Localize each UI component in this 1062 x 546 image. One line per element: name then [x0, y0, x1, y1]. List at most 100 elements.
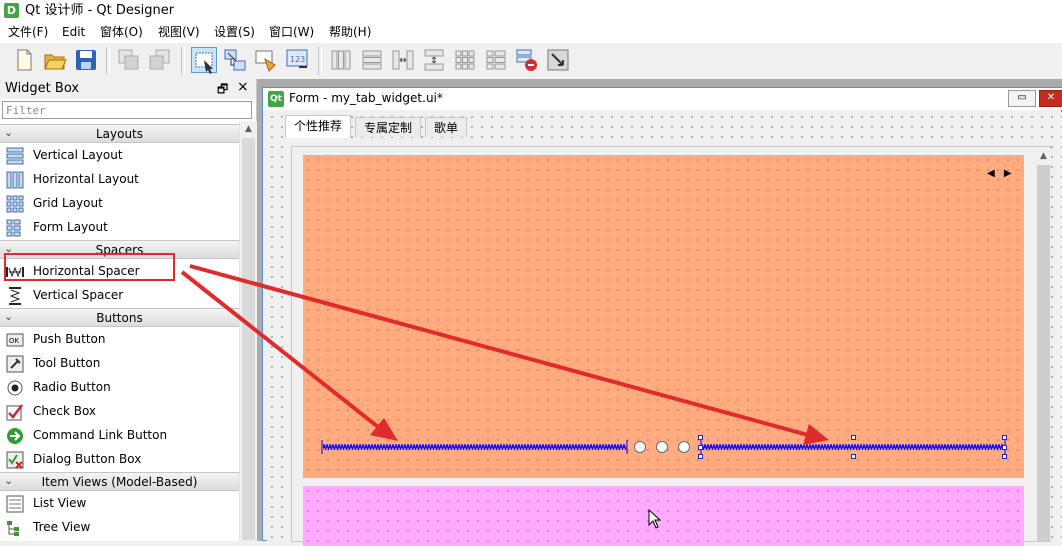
close-icon[interactable]: ✕ — [1039, 90, 1062, 107]
save-icon[interactable] — [73, 47, 99, 73]
widget-label: Grid Layout — [33, 196, 103, 210]
new-file-icon[interactable] — [11, 47, 37, 73]
pink-widget[interactable] — [303, 486, 1024, 546]
widget-vertical-spacer[interactable]: Vertical Spacer — [0, 284, 239, 308]
adjust-size-icon[interactable] — [545, 47, 571, 73]
form-canvas[interactable]: 个性推荐 专属定制 歌单 ◀ ▶ — [267, 112, 1062, 542]
edit-tab-order-icon[interactable]: 123 — [284, 47, 310, 73]
svg-text:OK: OK — [9, 337, 20, 345]
widget-radio-button[interactable]: Radio Button — [0, 376, 239, 400]
widget-box-scrollbar[interactable]: ▲ — [239, 121, 257, 541]
widget-label: Vertical Layout — [33, 148, 123, 162]
selection-handle[interactable] — [1002, 445, 1007, 450]
edit-buddies-icon[interactable] — [253, 47, 279, 73]
main-toolbar: 123 — [0, 43, 1062, 80]
layout-grid-icon[interactable] — [452, 47, 478, 73]
radio-button-1[interactable] — [634, 441, 646, 453]
tool-button-icon — [6, 355, 24, 373]
layout-vertical-icon[interactable] — [359, 47, 385, 73]
widget-vertical-layout[interactable]: Vertical Layout — [0, 144, 239, 168]
widget-tree-view[interactable]: Tree View — [0, 516, 239, 540]
left-horizontal-spacer[interactable] — [322, 440, 627, 454]
edit-widgets-icon[interactable] — [191, 47, 217, 73]
menu-settings[interactable]: 设置(S) — [214, 24, 255, 40]
float-panel-icon[interactable]: 🗗 — [217, 80, 228, 101]
category-item-views[interactable]: ⌄ Item Views (Model-Based) — [0, 472, 239, 491]
orange-stacked-widget[interactable]: ◀ ▶ — [303, 155, 1024, 478]
edit-signals-slots-icon[interactable] — [222, 47, 248, 73]
scroll-up-icon[interactable]: ▲ — [240, 121, 257, 137]
menu-form[interactable]: 窗体(O) — [100, 24, 143, 40]
push-button-icon: OK — [6, 331, 24, 349]
command-link-icon — [6, 427, 24, 445]
radio-button-3[interactable] — [678, 441, 690, 453]
menu-edit[interactable]: Edit — [62, 24, 85, 40]
scroll-area: ◀ ▶ — [294, 149, 1036, 541]
form-title: Form - my_tab_widget.ui* — [289, 91, 443, 105]
widget-command-link-button[interactable]: Command Link Button — [0, 424, 239, 448]
menu-window[interactable]: 窗口(W) — [269, 24, 314, 40]
copy-icon[interactable] — [147, 47, 173, 73]
layout-h-splitter-icon[interactable] — [390, 47, 416, 73]
scrollbar-thumb[interactable] — [242, 138, 255, 540]
widget-dialog-button-box[interactable]: Dialog Button Box — [0, 448, 239, 472]
widget-label: Horizontal Layout — [33, 172, 139, 186]
tab-personal-recommend[interactable]: 个性推荐 — [285, 115, 351, 138]
widget-horizontal-layout[interactable]: Horizontal Layout — [0, 168, 239, 192]
widget-label: Check Box — [33, 404, 96, 418]
right-horizontal-spacer[interactable] — [701, 440, 1005, 454]
form-title-bar[interactable]: Qt Form - my_tab_widget.ui* ▭ ✕ — [263, 88, 1062, 110]
widget-tool-button[interactable]: Tool Button — [0, 352, 239, 376]
layout-form-icon[interactable] — [483, 47, 509, 73]
form-window[interactable]: Qt Form - my_tab_widget.ui* ▭ ✕ 个性推荐 专属定… — [262, 87, 1062, 541]
category-label: Buttons — [0, 311, 239, 325]
widget-list-view[interactable]: List View — [0, 492, 239, 516]
menu-file[interactable]: 文件(F) — [8, 24, 48, 40]
widget-label: Vertical Spacer — [33, 288, 123, 302]
selection-handle[interactable] — [1002, 435, 1007, 440]
tab-page-frame: ◀ ▶ — [291, 146, 1051, 542]
open-folder-icon[interactable] — [42, 47, 68, 73]
menu-help[interactable]: 帮助(H) — [329, 24, 371, 40]
selection-handle[interactable] — [698, 454, 703, 459]
widget-grid-layout[interactable]: Grid Layout — [0, 192, 239, 216]
widget-box-title: Widget Box — [5, 81, 79, 96]
close-panel-icon[interactable]: × — [237, 79, 249, 95]
cut-icon[interactable] — [116, 47, 142, 73]
scrollbar-thumb[interactable] — [1037, 165, 1050, 541]
check-box-icon — [6, 403, 24, 421]
layout-v-splitter-icon[interactable] — [421, 47, 447, 73]
svg-text:123: 123 — [290, 55, 305, 64]
qt-form-icon: Qt — [268, 91, 284, 107]
widget-push-button[interactable]: OK Push Button — [0, 328, 239, 352]
widget-check-box[interactable]: Check Box — [0, 400, 239, 424]
selection-handle[interactable] — [851, 435, 856, 440]
category-buttons[interactable]: ⌄ Buttons — [0, 308, 239, 327]
widget-label: Tool Button — [33, 356, 100, 370]
selection-handle[interactable] — [1002, 454, 1007, 459]
stacked-widget-arrows[interactable]: ◀ ▶ — [987, 168, 1015, 179]
radio-button-icon — [6, 379, 24, 397]
minimize-icon[interactable]: ▭ — [1008, 90, 1036, 107]
selection-handle[interactable] — [698, 445, 703, 450]
selection-handle[interactable] — [698, 435, 703, 440]
layout-horizontal-icon[interactable] — [328, 47, 354, 73]
category-label: Item Views (Model-Based) — [0, 475, 239, 489]
app-title: Qt 设计师 - Qt Designer — [25, 2, 174, 19]
widget-label: Form Layout — [33, 220, 108, 234]
scroll-up-icon[interactable]: ▲ — [1036, 149, 1051, 164]
form-vertical-scrollbar[interactable]: ▲ — [1036, 149, 1051, 541]
qt-designer-icon: D — [4, 3, 19, 18]
tab-exclusive-custom[interactable]: 专属定制 — [355, 117, 421, 137]
radio-button-2[interactable] — [656, 441, 668, 453]
tab-playlist[interactable]: 歌单 — [425, 117, 467, 137]
break-layout-icon[interactable] — [514, 47, 540, 73]
selection-handle[interactable] — [851, 454, 856, 459]
menu-view[interactable]: 视图(V) — [158, 24, 200, 40]
widget-filter-input[interactable] — [2, 101, 252, 119]
vertical-spacer-icon — [6, 287, 24, 305]
widget-form-layout[interactable]: Form Layout — [0, 216, 239, 240]
annotation-highlight-box — [4, 253, 175, 281]
category-layouts[interactable]: ⌄ Layouts — [0, 124, 239, 143]
category-label: Layouts — [0, 127, 239, 141]
